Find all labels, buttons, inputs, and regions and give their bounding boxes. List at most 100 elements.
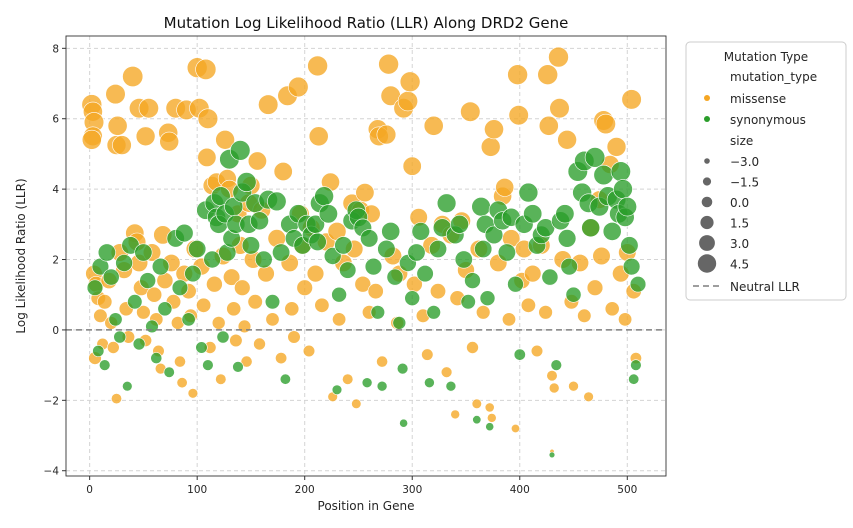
point-synonymous bbox=[399, 418, 408, 428]
point-missense bbox=[135, 126, 156, 147]
point-synonymous bbox=[381, 221, 401, 241]
point-missense bbox=[450, 409, 461, 420]
point-synonymous bbox=[428, 240, 447, 259]
point-synonymous bbox=[386, 268, 404, 286]
legend-size-marker bbox=[699, 235, 715, 251]
point-synonymous bbox=[497, 243, 516, 262]
point-missense bbox=[586, 279, 604, 296]
point-missense bbox=[122, 66, 144, 88]
point-missense bbox=[546, 370, 558, 382]
point-missense bbox=[105, 83, 126, 105]
point-missense bbox=[484, 119, 504, 140]
point-missense bbox=[507, 64, 528, 85]
point-missense bbox=[421, 348, 434, 361]
point-missense bbox=[237, 319, 252, 334]
point-synonymous bbox=[436, 193, 457, 213]
point-synonymous bbox=[254, 250, 273, 269]
x-tick-label: 400 bbox=[510, 484, 530, 496]
point-synonymous bbox=[555, 204, 575, 224]
point-synonymous bbox=[550, 359, 562, 371]
point-missense bbox=[378, 53, 399, 75]
point-missense bbox=[196, 297, 212, 313]
point-synonymous bbox=[145, 319, 159, 334]
point-synonymous bbox=[617, 197, 637, 217]
point-synonymous bbox=[593, 164, 614, 186]
point-missense bbox=[206, 275, 223, 293]
point-synonymous bbox=[560, 257, 578, 276]
point-synonymous bbox=[628, 373, 640, 385]
point-synonymous bbox=[230, 140, 251, 161]
point-missense bbox=[568, 380, 579, 392]
point-missense bbox=[548, 46, 569, 68]
point-synonymous bbox=[518, 182, 539, 203]
point-synonymous bbox=[613, 179, 633, 199]
point-missense bbox=[538, 115, 559, 136]
point-synonymous bbox=[92, 344, 105, 357]
legend-size-label: 4.5 bbox=[730, 258, 749, 272]
point-synonymous bbox=[86, 279, 104, 296]
legend-size-marker bbox=[704, 158, 710, 164]
point-missense bbox=[223, 268, 241, 286]
point-missense bbox=[471, 398, 482, 409]
point-missense bbox=[197, 147, 217, 167]
point-synonymous bbox=[426, 305, 441, 320]
point-missense bbox=[423, 115, 444, 136]
point-synonymous bbox=[464, 272, 481, 289]
point-missense bbox=[307, 55, 328, 77]
point-synonymous bbox=[584, 147, 606, 168]
point-missense bbox=[520, 297, 536, 313]
point-missense bbox=[355, 183, 375, 203]
point-synonymous bbox=[370, 305, 385, 320]
point-synonymous bbox=[471, 197, 491, 217]
point-synonymous bbox=[113, 330, 127, 344]
point-synonymous bbox=[450, 214, 469, 234]
point-synonymous bbox=[557, 229, 577, 248]
point-missense bbox=[107, 115, 128, 136]
point-synonymous bbox=[602, 221, 622, 241]
point-synonymous bbox=[396, 362, 409, 375]
point-missense bbox=[247, 151, 267, 171]
point-synonymous bbox=[279, 373, 291, 385]
point-synonymous bbox=[108, 312, 123, 327]
point-missense bbox=[476, 305, 491, 320]
point-synonymous bbox=[513, 348, 526, 361]
point-synonymous bbox=[360, 229, 379, 248]
point-synonymous bbox=[541, 268, 559, 286]
point-synonymous bbox=[622, 257, 641, 276]
point-missense bbox=[508, 105, 529, 126]
legend-missense-marker bbox=[704, 95, 710, 101]
point-synonymous bbox=[630, 359, 642, 371]
point-synonymous bbox=[416, 265, 434, 283]
point-synonymous bbox=[407, 243, 426, 262]
point-synonymous bbox=[308, 232, 327, 251]
point-synonymous bbox=[445, 380, 457, 392]
point-synonymous bbox=[202, 359, 214, 371]
point-synonymous bbox=[581, 218, 601, 238]
point-missense bbox=[606, 137, 627, 157]
legend-size-marker bbox=[702, 177, 712, 186]
point-synonymous bbox=[264, 294, 281, 310]
point-synonymous bbox=[610, 161, 631, 182]
point-synonymous bbox=[472, 415, 482, 425]
point-missense bbox=[354, 275, 372, 293]
y-tick-label: 4 bbox=[52, 184, 59, 196]
x-axis-ticks: 0 100 200 300 400 500 bbox=[86, 476, 637, 496]
point-synonymous bbox=[484, 225, 504, 245]
point-missense bbox=[618, 312, 633, 327]
point-synonymous bbox=[361, 377, 373, 389]
point-missense bbox=[376, 124, 397, 145]
legend-size-marker bbox=[700, 215, 714, 230]
point-missense bbox=[284, 301, 300, 317]
y-tick-label: −2 bbox=[44, 395, 59, 407]
point-missense bbox=[112, 135, 132, 155]
point-missense bbox=[577, 308, 592, 323]
point-synonymous bbox=[232, 361, 244, 373]
legend-size-entries: −3.0 −1.5 0.0 1.5 3.0 4.5 bbox=[697, 155, 759, 273]
point-missense bbox=[548, 382, 560, 394]
point-synonymous bbox=[376, 380, 388, 392]
point-missense bbox=[376, 355, 388, 368]
legend-missense-label: missense bbox=[730, 92, 786, 106]
point-missense bbox=[592, 246, 611, 266]
point-missense bbox=[247, 294, 263, 310]
point-missense bbox=[288, 76, 309, 98]
